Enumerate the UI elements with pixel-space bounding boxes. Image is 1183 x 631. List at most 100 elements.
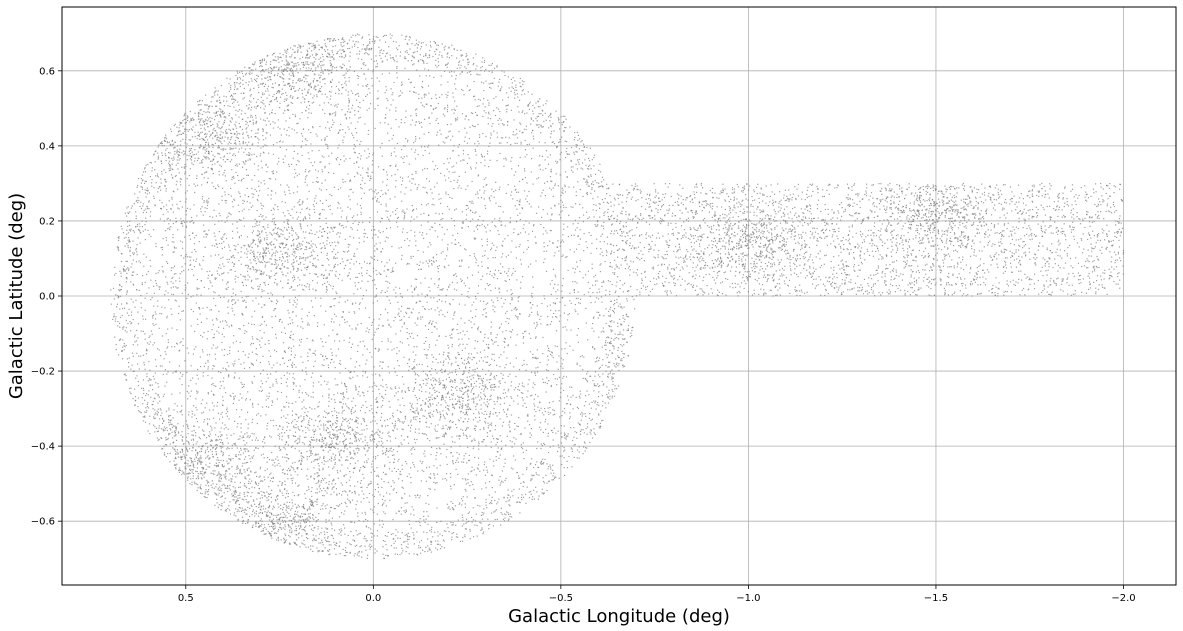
data-point [496, 297, 498, 299]
data-point [523, 359, 525, 362]
data-point [327, 364, 329, 366]
data-point [267, 194, 269, 196]
data-point [223, 483, 225, 485]
data-point [417, 317, 419, 319]
data-point [445, 193, 447, 195]
data-point [202, 259, 204, 261]
data-point [485, 312, 487, 314]
data-point [405, 311, 407, 313]
data-point [152, 323, 154, 325]
data-point [195, 418, 197, 420]
data-point [403, 211, 405, 213]
data-point [219, 296, 222, 299]
data-point [292, 467, 294, 469]
data-point [441, 226, 443, 228]
data-point [583, 214, 585, 216]
data-point [122, 268, 124, 270]
data-point [335, 85, 337, 87]
data-point [378, 374, 380, 376]
data-point [396, 353, 398, 355]
data-point [533, 357, 535, 359]
data-point [558, 477, 560, 479]
data-point [266, 499, 268, 501]
data-point [261, 383, 263, 385]
data-point [552, 464, 554, 466]
data-point [132, 240, 134, 242]
data-point [286, 372, 288, 374]
data-point [457, 351, 459, 354]
data-point [481, 245, 483, 247]
data-point [442, 314, 444, 316]
data-point [395, 492, 398, 494]
data-point [395, 155, 397, 157]
data-point [570, 396, 572, 398]
data-point [181, 310, 183, 312]
data-point [428, 180, 430, 182]
data-point [466, 132, 468, 134]
data-point [354, 366, 356, 368]
data-point [272, 459, 274, 461]
data-point [181, 405, 183, 407]
data-point [529, 463, 531, 465]
data-point [513, 455, 515, 457]
data-point [436, 473, 439, 475]
data-point [229, 346, 231, 348]
data-point [487, 224, 489, 226]
data-point [532, 276, 534, 278]
data-point [184, 289, 186, 291]
data-point [253, 163, 256, 165]
data-point [207, 393, 209, 395]
data-point [377, 192, 379, 194]
data-point [474, 143, 476, 145]
data-point [488, 111, 490, 113]
data-point [119, 290, 121, 292]
data-point [445, 456, 447, 458]
data-point [212, 131, 214, 134]
data-point [560, 391, 562, 394]
data-point [331, 528, 333, 530]
data-point [521, 132, 523, 134]
data-point [359, 302, 361, 304]
data-point [247, 154, 250, 156]
data-point [505, 330, 507, 332]
data-point [544, 182, 546, 184]
data-point [505, 321, 507, 323]
data-point [137, 237, 139, 239]
data-point [161, 365, 163, 367]
data-point [293, 425, 295, 427]
data-point [198, 116, 200, 118]
data-point [373, 319, 375, 321]
data-point [237, 77, 239, 79]
data-point [352, 191, 354, 193]
data-point [208, 151, 210, 153]
data-point [522, 448, 524, 450]
data-point [396, 217, 399, 219]
data-point [385, 236, 388, 238]
data-point [218, 310, 220, 313]
data-point [573, 251, 575, 253]
data-point [520, 86, 522, 88]
data-point [605, 249, 607, 252]
data-point [548, 402, 550, 404]
data-point [318, 537, 320, 540]
data-point [285, 521, 287, 523]
data-point [244, 66, 246, 68]
data-point [340, 216, 342, 218]
data-point [205, 150, 208, 152]
data-point [449, 302, 451, 305]
data-point [324, 505, 326, 507]
data-point [231, 132, 233, 135]
data-point [227, 376, 230, 378]
data-point [158, 270, 160, 272]
data-point [452, 234, 454, 236]
data-point [579, 302, 581, 305]
data-point [399, 421, 401, 423]
data-point [507, 275, 509, 277]
data-point [263, 457, 265, 459]
data-point [369, 177, 371, 179]
data-point [207, 368, 209, 370]
data-point [227, 312, 229, 314]
data-point [343, 227, 345, 229]
data-point [215, 130, 217, 132]
data-point [369, 543, 371, 545]
